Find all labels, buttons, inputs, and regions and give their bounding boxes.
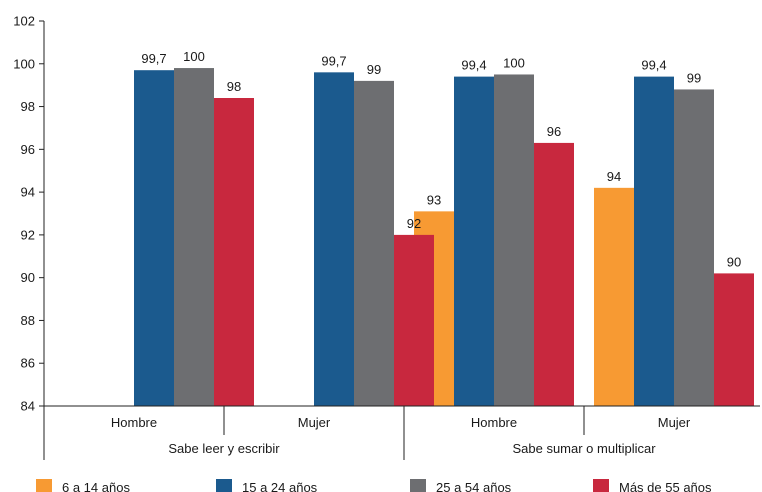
data-label: 93 [427, 192, 441, 207]
legend: 6 a 14 años 15 a 24 años 25 a 54 años Más d… [36, 479, 712, 492]
bar [174, 68, 214, 406]
y-tick-label: 100 [13, 56, 35, 71]
data-label: 99 [367, 62, 381, 77]
legend-swatch [410, 479, 426, 492]
bars-layer [134, 68, 754, 406]
y-tick-label: 92 [21, 227, 35, 242]
category-label: Hombre [471, 415, 517, 430]
data-label: 100 [183, 49, 205, 64]
data-label: 99,4 [641, 58, 666, 73]
data-label: 94 [607, 169, 621, 184]
bar [394, 235, 434, 406]
x-axis: Hombre Mujer Hombre Mujer Sabe leer y escrib… [44, 406, 760, 460]
y-tick-label: 88 [21, 313, 35, 328]
bar [634, 77, 674, 406]
data-label: 99,7 [141, 51, 166, 66]
category-label: Hombre [111, 415, 157, 430]
data-label: 90 [727, 254, 741, 269]
y-tick-label: 86 [21, 356, 35, 371]
bar [714, 273, 754, 406]
bar [534, 143, 574, 406]
bar [214, 98, 254, 406]
data-label: 99,4 [461, 58, 486, 73]
data-label: 98 [227, 79, 241, 94]
bar [674, 89, 714, 406]
y-axis: 84 86 88 90 92 94 96 98 100 102 [13, 14, 44, 414]
y-tick-label: 90 [21, 270, 35, 285]
data-label: 99 [687, 70, 701, 85]
category-label: Mujer [658, 415, 691, 430]
y-tick-label: 94 [21, 185, 35, 200]
legend-label: 15 a 24 años [242, 480, 318, 492]
data-label: 96 [547, 124, 561, 139]
legend-label: 25 a 54 años [436, 480, 512, 492]
data-label: 99,7 [321, 53, 346, 68]
category-label: Mujer [298, 415, 331, 430]
bar [314, 72, 354, 406]
bar [454, 77, 494, 406]
group-label: Sabe leer y escribir [168, 441, 280, 456]
legend-label: 6 a 14 años [62, 480, 130, 492]
data-label: 92 [407, 216, 421, 231]
bar [494, 74, 534, 406]
legend-swatch [216, 479, 232, 492]
legend-swatch [36, 479, 52, 492]
data-label: 100 [503, 55, 525, 70]
legend-swatch [593, 479, 609, 492]
y-tick-label: 96 [21, 142, 35, 157]
bar [354, 81, 394, 406]
bar [134, 70, 174, 406]
y-tick-label: 102 [13, 14, 35, 29]
legend-label: Más de 55 años [619, 480, 712, 492]
group-label: Sabe sumar o multiplicar [512, 441, 656, 456]
y-tick-label: 98 [21, 99, 35, 114]
y-tick-label: 84 [21, 399, 35, 414]
bar [594, 188, 634, 406]
